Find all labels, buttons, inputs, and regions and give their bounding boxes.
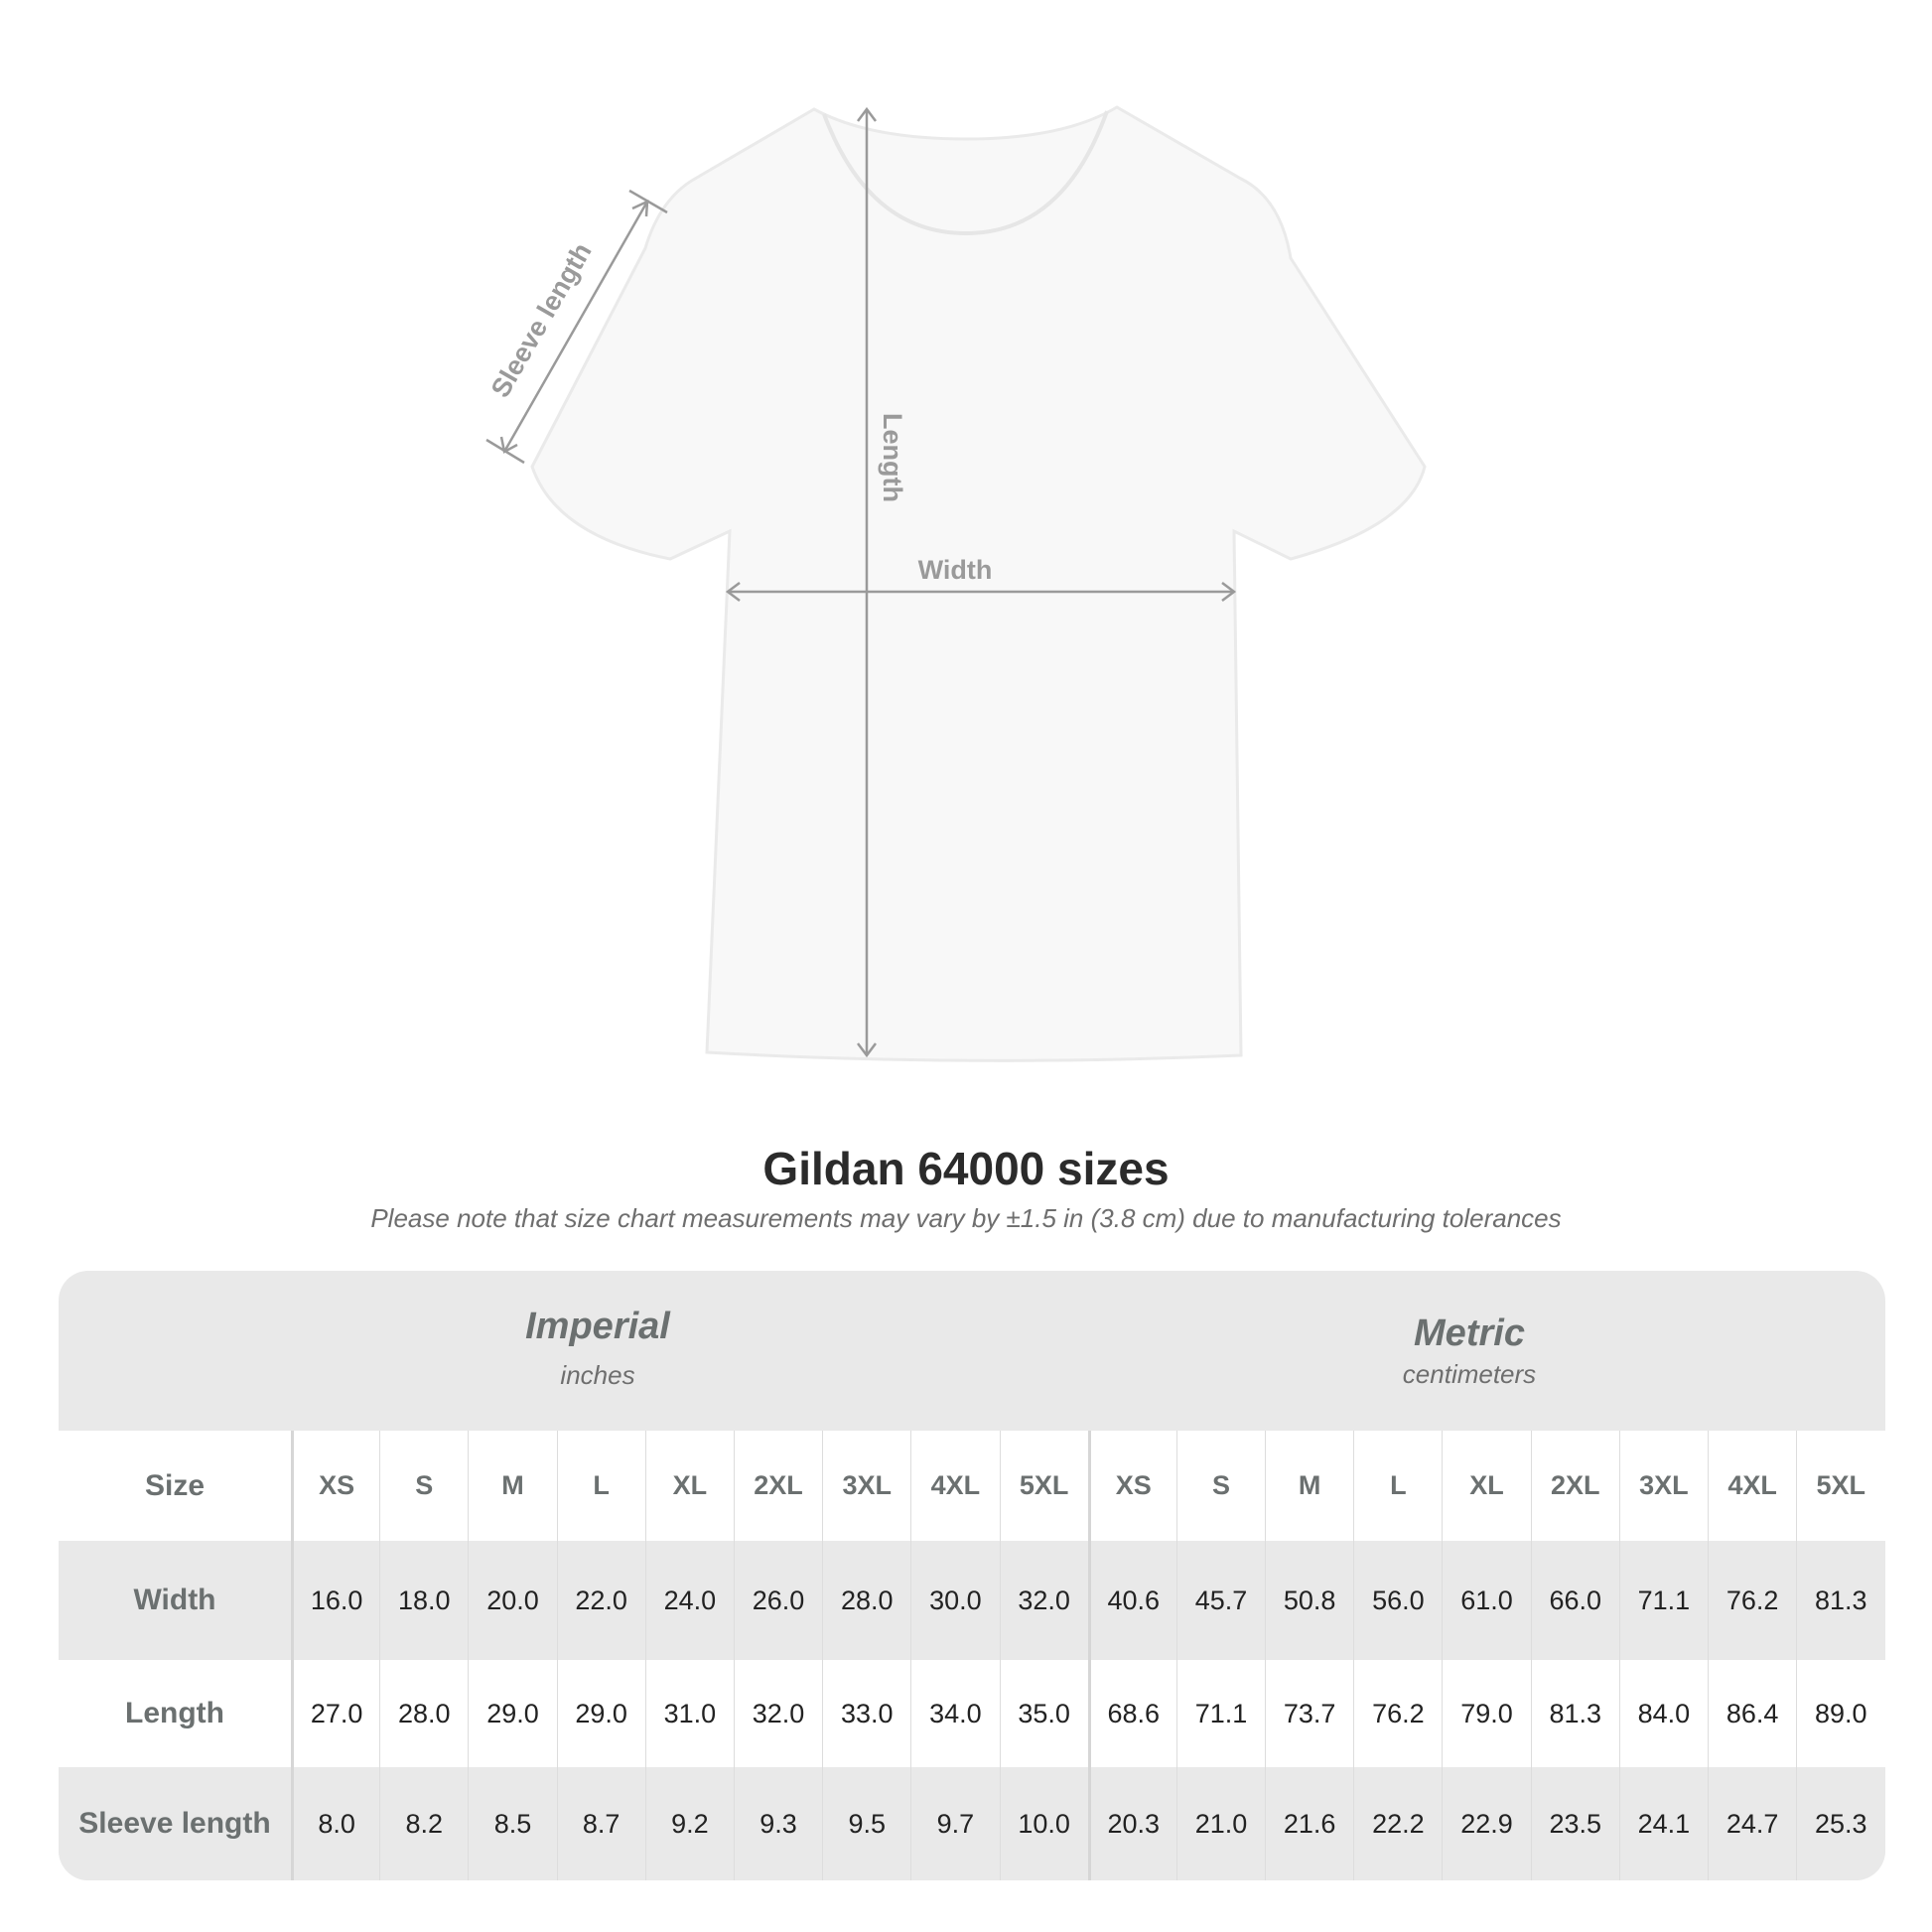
table-cell: 8.7 bbox=[556, 1767, 645, 1880]
table-cell: 8.0 bbox=[291, 1767, 379, 1880]
table-cell: 56.0 bbox=[1353, 1541, 1442, 1660]
row-label: Sleeve length bbox=[78, 1807, 271, 1840]
table-cell: 9.7 bbox=[910, 1767, 999, 1880]
size-table: Imperial inches Metric centimeters Size … bbox=[59, 1271, 1885, 1880]
table-cell: 29.0 bbox=[556, 1660, 645, 1767]
length-label: Length bbox=[878, 413, 907, 502]
table-cell: 32.0 bbox=[999, 1541, 1088, 1660]
tolerance-note: Please note that size chart measurements… bbox=[370, 1203, 1562, 1233]
size-header-cell: M bbox=[1265, 1431, 1353, 1541]
row-label: Width bbox=[133, 1584, 216, 1616]
table-cell: 45.7 bbox=[1175, 1541, 1265, 1660]
table-cell: 86.4 bbox=[1708, 1660, 1796, 1767]
table-cell: 68.6 bbox=[1087, 1660, 1176, 1767]
table-cell: 71.1 bbox=[1618, 1541, 1708, 1660]
tshirt-collar bbox=[822, 110, 1109, 236]
sleeve-arrow bbox=[502, 201, 649, 453]
table-cell: 32.0 bbox=[733, 1660, 822, 1767]
table-cell: 10.0 bbox=[999, 1767, 1088, 1880]
table-cell: 35.0 bbox=[999, 1660, 1088, 1767]
size-label: Size bbox=[144, 1468, 206, 1502]
table-cell: 24.1 bbox=[1618, 1767, 1708, 1880]
imperial-unit: inches bbox=[560, 1360, 635, 1390]
size-header-cell: XL bbox=[644, 1431, 734, 1541]
table-cell: 8.2 bbox=[379, 1767, 468, 1880]
imperial-heading: Imperial bbox=[525, 1306, 670, 1347]
table-row-length: Length 27.0 28.0 29.0 29.0 31.0 32.0 33.0 34.0 35… bbox=[59, 1660, 1885, 1767]
table-cell: 16.0 bbox=[291, 1541, 379, 1660]
size-header-cell: 4XL bbox=[910, 1431, 999, 1541]
size-header-cell: S bbox=[379, 1431, 468, 1541]
tshirt-diagram: Sleeve length Length Width bbox=[485, 105, 1427, 1062]
width-label: Width bbox=[918, 555, 993, 585]
table-cell: 81.3 bbox=[1796, 1541, 1884, 1660]
size-header-cell: S bbox=[1175, 1431, 1265, 1541]
table-cell: 30.0 bbox=[910, 1541, 999, 1660]
metric-header: Metric centimeters bbox=[1221, 1312, 1718, 1390]
size-header-cell: 2XL bbox=[1530, 1431, 1619, 1541]
table-cell: 18.0 bbox=[379, 1541, 468, 1660]
table-cell: 23.5 bbox=[1530, 1767, 1619, 1880]
table-cell: 73.7 bbox=[1265, 1660, 1353, 1767]
tshirt-body bbox=[530, 105, 1427, 1062]
table-cell: 8.5 bbox=[468, 1767, 556, 1880]
table-cell: 79.0 bbox=[1442, 1660, 1530, 1767]
table-cell: 22.9 bbox=[1442, 1767, 1530, 1880]
table-cell: 28.0 bbox=[379, 1660, 468, 1767]
size-header-cell: XS bbox=[1087, 1431, 1176, 1541]
table-cell: 25.3 bbox=[1796, 1767, 1884, 1880]
size-header-cell: 4XL bbox=[1708, 1431, 1796, 1541]
table-cell: 29.0 bbox=[468, 1660, 556, 1767]
size-header-cell: XS bbox=[291, 1431, 379, 1541]
table-cell: 71.1 bbox=[1175, 1660, 1265, 1767]
table-cell: 20.0 bbox=[468, 1541, 556, 1660]
size-header-cell: 5XL bbox=[1796, 1431, 1884, 1541]
table-cell: 27.0 bbox=[291, 1660, 379, 1767]
size-header-cell: 3XL bbox=[1618, 1431, 1708, 1541]
table-cell: 61.0 bbox=[1442, 1541, 1530, 1660]
table-row-width: Width 16.0 18.0 20.0 22.0 24.0 26.0 28.0 30.0 32.… bbox=[59, 1541, 1885, 1660]
size-header-cell: 3XL bbox=[822, 1431, 910, 1541]
size-header-cell: L bbox=[556, 1431, 645, 1541]
table-cell: 22.2 bbox=[1353, 1767, 1442, 1880]
table-cell: 31.0 bbox=[644, 1660, 734, 1767]
table-cell: 9.2 bbox=[644, 1767, 734, 1880]
table-cell: 89.0 bbox=[1796, 1660, 1884, 1767]
table-cell: 21.0 bbox=[1175, 1767, 1265, 1880]
table-cell: 24.0 bbox=[644, 1541, 734, 1660]
table-cell: 20.3 bbox=[1087, 1767, 1176, 1880]
size-header-row: Size XS S M L XL 2XL 3XL 4XL 5XL XS S M L XL 2XL 3XL 4XL… bbox=[59, 1431, 1885, 1541]
table-cell: 34.0 bbox=[910, 1660, 999, 1767]
table-cell: 21.6 bbox=[1265, 1767, 1353, 1880]
table-cell: 66.0 bbox=[1530, 1541, 1619, 1660]
metric-unit: centimeters bbox=[1402, 1359, 1537, 1389]
size-header-cell: 5XL bbox=[999, 1431, 1088, 1541]
table-row-sleeve-length: Sleeve length 8.0 8.2 8.5 8.7 9.2 9.3 9.5 9.7 10.… bbox=[59, 1767, 1885, 1880]
table-cell: 28.0 bbox=[822, 1541, 910, 1660]
table-cell: 76.2 bbox=[1708, 1541, 1796, 1660]
table-cell: 76.2 bbox=[1353, 1660, 1442, 1767]
imperial-header: Imperial inches bbox=[349, 1306, 846, 1391]
table-cell: 33.0 bbox=[822, 1660, 910, 1767]
metric-heading: Metric bbox=[1414, 1312, 1525, 1354]
table-cell: 84.0 bbox=[1618, 1660, 1708, 1767]
table-cell: 22.0 bbox=[556, 1541, 645, 1660]
size-header-cell: M bbox=[468, 1431, 556, 1541]
table-cell: 9.3 bbox=[733, 1767, 822, 1880]
page-title: Gildan 64000 sizes bbox=[762, 1143, 1170, 1194]
table-cell: 26.0 bbox=[733, 1541, 822, 1660]
table-cell: 24.7 bbox=[1708, 1767, 1796, 1880]
size-header-cell: L bbox=[1353, 1431, 1442, 1541]
table-cell: 40.6 bbox=[1087, 1541, 1176, 1660]
size-header-cell: XL bbox=[1442, 1431, 1530, 1541]
size-header-cell: 2XL bbox=[733, 1431, 822, 1541]
table-cell: 9.5 bbox=[822, 1767, 910, 1880]
table-cell: 50.8 bbox=[1265, 1541, 1353, 1660]
row-label: Length bbox=[125, 1697, 224, 1729]
table-cell: 81.3 bbox=[1530, 1660, 1619, 1767]
